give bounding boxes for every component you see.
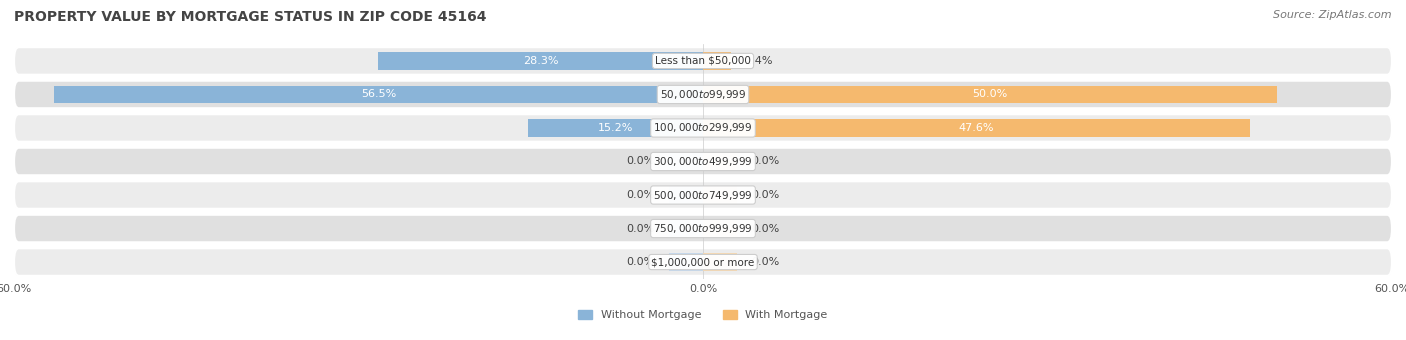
Text: 0.0%: 0.0% (751, 223, 779, 234)
Text: $1,000,000 or more: $1,000,000 or more (651, 257, 755, 267)
FancyBboxPatch shape (14, 181, 1392, 209)
Text: 2.4%: 2.4% (744, 56, 773, 66)
Text: 0.0%: 0.0% (627, 257, 655, 267)
FancyBboxPatch shape (14, 47, 1392, 75)
Text: 0.0%: 0.0% (627, 156, 655, 167)
Text: 0.0%: 0.0% (751, 190, 779, 200)
Bar (703, 119, 1250, 137)
Text: 0.0%: 0.0% (627, 223, 655, 234)
Text: $300,000 to $499,999: $300,000 to $499,999 (654, 155, 752, 168)
Bar (669, 253, 703, 271)
Bar (669, 220, 703, 237)
Text: 56.5%: 56.5% (361, 89, 396, 100)
Bar (703, 52, 731, 70)
Text: $50,000 to $99,999: $50,000 to $99,999 (659, 88, 747, 101)
Text: 0.0%: 0.0% (627, 190, 655, 200)
Text: 0.0%: 0.0% (751, 156, 779, 167)
Text: 0.0%: 0.0% (751, 257, 779, 267)
FancyBboxPatch shape (14, 148, 1392, 175)
Text: Source: ZipAtlas.com: Source: ZipAtlas.com (1274, 10, 1392, 20)
Text: $750,000 to $999,999: $750,000 to $999,999 (654, 222, 752, 235)
Bar (529, 119, 703, 137)
Text: $100,000 to $299,999: $100,000 to $299,999 (654, 121, 752, 135)
Text: 50.0%: 50.0% (973, 89, 1008, 100)
Bar (378, 52, 703, 70)
Bar (703, 220, 738, 237)
Text: PROPERTY VALUE BY MORTGAGE STATUS IN ZIP CODE 45164: PROPERTY VALUE BY MORTGAGE STATUS IN ZIP… (14, 10, 486, 24)
FancyBboxPatch shape (14, 248, 1392, 276)
Bar (55, 86, 703, 103)
Bar (703, 253, 738, 271)
Text: $500,000 to $749,999: $500,000 to $749,999 (654, 188, 752, 202)
Bar (669, 186, 703, 204)
FancyBboxPatch shape (14, 114, 1392, 142)
Text: Less than $50,000: Less than $50,000 (655, 56, 751, 66)
Text: 28.3%: 28.3% (523, 56, 558, 66)
Bar (703, 186, 738, 204)
Text: 15.2%: 15.2% (598, 123, 634, 133)
Legend: Without Mortgage, With Mortgage: Without Mortgage, With Mortgage (574, 306, 832, 325)
FancyBboxPatch shape (14, 81, 1392, 108)
Bar (703, 153, 738, 170)
Bar (703, 86, 1277, 103)
FancyBboxPatch shape (14, 215, 1392, 242)
Bar (669, 153, 703, 170)
Text: 47.6%: 47.6% (959, 123, 994, 133)
